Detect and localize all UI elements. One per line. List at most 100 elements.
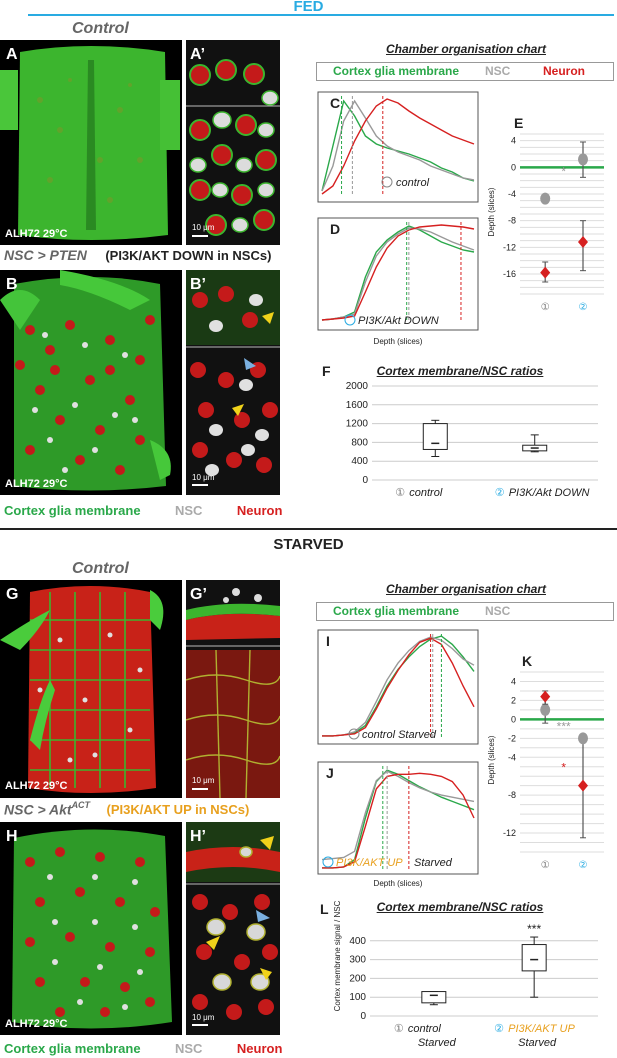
chart-F-xtick-num: ① bbox=[395, 487, 405, 499]
chart-C-line-nsc bbox=[321, 99, 475, 192]
chart-K-point-nsc bbox=[540, 703, 551, 716]
starved-chart-legend: Cortex glia membrane NSC bbox=[316, 602, 614, 621]
chart-K-ytick: -12 bbox=[503, 828, 516, 838]
chart-E-ytick: -16 bbox=[503, 269, 516, 279]
starved-image-legend: Cortex glia membrane NSC Neuron bbox=[4, 1040, 282, 1058]
chart-D-xlabel: Depth (slices) bbox=[374, 337, 423, 346]
panel-H-prime-image: H’ 10 μm bbox=[186, 822, 280, 1035]
chart-E-point-neuron bbox=[540, 266, 551, 279]
chart-K-ytick: 2 bbox=[511, 695, 516, 705]
chart-C-letter: C bbox=[330, 95, 340, 111]
panel-G-image: G ALH72 29°C bbox=[0, 580, 182, 798]
fed-image-legend-glia: Cortex glia membrane bbox=[4, 503, 141, 518]
chart-K-point-neuron bbox=[540, 690, 551, 703]
chart-K-ytick: -4 bbox=[508, 752, 516, 762]
chart-E-xtick: ② bbox=[579, 302, 588, 313]
chart-K-ytick: -2 bbox=[508, 733, 516, 743]
chart-J: J PI3K/AKT UP Starved Depth (slices) bbox=[317, 761, 479, 888]
starved-chamber-title: Chamber organisation chart bbox=[385, 582, 547, 596]
panel-A-brain bbox=[0, 40, 182, 245]
starved-image-legend-neuron: Neuron bbox=[236, 1041, 283, 1056]
chart-D-label: PI3K/Akt DOWN bbox=[358, 315, 439, 327]
chart-L-ytick: 400 bbox=[349, 936, 366, 947]
chart-E-letter: E bbox=[514, 115, 523, 131]
chart-C-line-cortex-glia-membrane bbox=[321, 99, 475, 192]
chart-I-line-neuron bbox=[322, 637, 475, 737]
chart-F-ytick: 2000 bbox=[346, 381, 369, 392]
fed-divider bbox=[28, 14, 614, 16]
chart-K-significance: * bbox=[561, 760, 566, 774]
starved-image-legend-nsc: NSC bbox=[175, 1041, 203, 1056]
chart-L: L Cortex membrane signal / NSC 0 100 200 30… bbox=[320, 900, 598, 1049]
chart-D-line-neuron bbox=[321, 224, 475, 321]
chart-J-label: PI3K/AKT UP bbox=[336, 857, 403, 869]
chart-C-circle-icon bbox=[381, 176, 393, 188]
panel-B-prime-image: B’ 10 μm bbox=[186, 270, 280, 495]
panel-H-genotype-sup: ACT bbox=[71, 800, 91, 810]
chart-F-ytick: 800 bbox=[351, 437, 368, 448]
chart-I-letter: I bbox=[326, 633, 330, 649]
chart-K-significance: *** bbox=[557, 720, 571, 734]
chart-K-ytick: -8 bbox=[508, 790, 516, 800]
chart-J-letter: J bbox=[326, 765, 334, 781]
panel-G-prime-cells bbox=[186, 580, 280, 798]
panel-H-genotype-paren: (PI3K/AKT UP in NSCs) bbox=[106, 802, 250, 818]
chart-J-line-neuron bbox=[322, 772, 475, 869]
chart-C-line-neuron bbox=[321, 98, 475, 195]
chart-F-box bbox=[422, 423, 448, 450]
chart-F-ytick: 400 bbox=[351, 456, 368, 467]
chart-J-line-nsc bbox=[321, 770, 475, 861]
panel-H-genotype: NSC > Akt bbox=[4, 801, 72, 818]
fed-chart-legend: Cortex glia membrane NSC Neuron bbox=[316, 62, 614, 81]
starved-chart-legend-nsc: NSC bbox=[485, 604, 511, 618]
panel-H-prime-cells bbox=[186, 822, 280, 1035]
chart-D: D PI3K/Akt DOWN Depth (slices) bbox=[317, 217, 479, 346]
chart-C-label: control bbox=[396, 177, 430, 189]
panel-B-genotype-paren: (PI3K/AKT DOWN in NSCs) bbox=[105, 248, 272, 263]
panel-A-prime-scale: 10 μm bbox=[192, 223, 215, 232]
chart-K: K 420-2-4-8-12① ② **** Depth (slices) bbox=[487, 653, 604, 871]
chart-E-ytick: 0 bbox=[511, 162, 516, 172]
chart-K-point-nsc bbox=[578, 732, 588, 745]
panel-B-image: B ALH72 29°C bbox=[0, 270, 182, 495]
chart-D-letter: D bbox=[330, 221, 340, 237]
chart-D-circle-icon bbox=[344, 314, 356, 326]
chart-L-significance: *** bbox=[527, 922, 541, 936]
chart-L-xtick-label: control bbox=[408, 1023, 442, 1035]
panel-B-prime-cells bbox=[186, 270, 280, 495]
chart-L-box bbox=[421, 991, 447, 1004]
chart-F-ytick: 1200 bbox=[346, 419, 369, 430]
chart-E-ytick: 4 bbox=[511, 136, 516, 146]
panel-G-prime-scale: 10 μm bbox=[192, 776, 215, 785]
chart-L-xtick-label: PI3K/AKT UP bbox=[508, 1023, 575, 1035]
chart-L-xtick-num: ② bbox=[494, 1023, 504, 1035]
chart-L-ylabel: Cortex membrane signal / NSC bbox=[333, 900, 342, 1011]
panel-B-genotype-row: NSC > PTEN (PI3K/AKT DOWN in NSCs) bbox=[4, 247, 271, 265]
panel-A-prime-letter: A’ bbox=[190, 46, 206, 63]
fed-chamber-title: Chamber organisation chart bbox=[385, 42, 547, 56]
chart-K-xtick: ② bbox=[579, 860, 588, 871]
starved-chart-legend-glia: Cortex glia membrane bbox=[333, 604, 460, 618]
chart-I: I control Starved bbox=[317, 629, 479, 745]
panel-A-image: A ALH72 29°C bbox=[0, 40, 182, 245]
chart-F-xtick-num: ② bbox=[495, 487, 505, 499]
panel-H-temp: ALH72 29°C bbox=[5, 1018, 68, 1030]
fed-section-title: FED bbox=[293, 0, 324, 15]
chart-C-frame bbox=[317, 91, 479, 203]
chart-J-xlabel: Depth (slices) bbox=[374, 879, 423, 888]
starved-image-legend-glia: Cortex glia membrane bbox=[4, 1041, 141, 1056]
chart-K-xtick: ① bbox=[541, 860, 550, 871]
chart-E-point-neuron bbox=[578, 236, 588, 248]
chart-L-xtick-num: ① bbox=[394, 1023, 404, 1035]
chart-L-letter: L bbox=[320, 901, 329, 917]
panel-A-letter: A bbox=[6, 46, 18, 63]
chart-J-label2: Starved bbox=[414, 857, 453, 869]
chart-K-ylabel: Depth (slices) bbox=[487, 735, 496, 784]
panel-G-prime-letter: G’ bbox=[190, 586, 207, 603]
panel-B-prime-scale: 10 μm bbox=[192, 473, 215, 482]
panel-A-prime-cells bbox=[186, 40, 280, 245]
panel-G-letter: G bbox=[6, 586, 19, 603]
panel-B-letter: B bbox=[6, 276, 18, 293]
chart-E-xtick: ① bbox=[541, 302, 550, 313]
chart-F-xtick-label: control bbox=[409, 487, 443, 499]
